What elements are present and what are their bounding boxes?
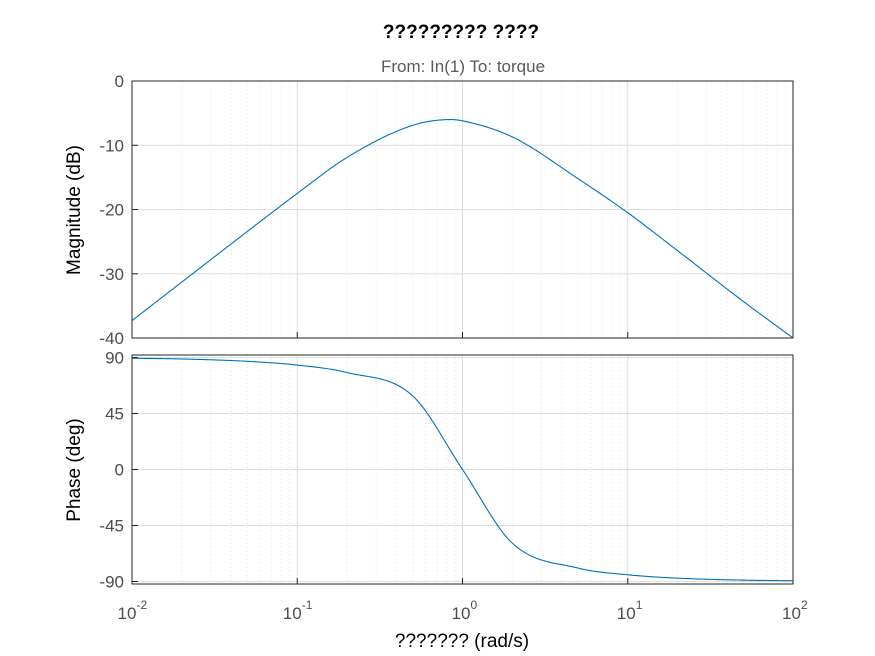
x-tick-label: 10 -2 xyxy=(118,598,148,623)
y-tick-label: -10 xyxy=(99,136,124,155)
phase-axes-frame xyxy=(131,354,794,585)
y-tick-label: 0 xyxy=(115,461,124,480)
x-tick-label: 10 2 xyxy=(782,598,808,623)
y-tick-label: 45 xyxy=(105,404,124,423)
x-tick-label: 10 -1 xyxy=(283,598,313,623)
y-tick-label: -45 xyxy=(99,517,124,536)
chart-title: ????????? ???? xyxy=(383,22,539,43)
x-tick-exponent: 0 xyxy=(471,598,478,612)
x-tick-labels: 10 -2 10 -1 10 0 10 1 10 2 xyxy=(118,598,809,623)
x-tick-label: 10 1 xyxy=(617,598,643,623)
x-tick-exponent: -1 xyxy=(302,598,313,612)
y-tick-label: -30 xyxy=(99,265,124,284)
x-tick-base: 10 xyxy=(118,604,137,623)
magnitude-y-label: Magnitude (dB) xyxy=(64,145,85,275)
phase-curve xyxy=(131,357,794,582)
x-tick-label: 10 0 xyxy=(452,598,478,623)
phase-y-label: Phase (deg) xyxy=(64,418,85,522)
x-tick-exponent: 2 xyxy=(801,598,808,612)
x-tick-base: 10 xyxy=(782,604,801,623)
y-tick-label: 0 xyxy=(115,72,124,91)
y-tick-label: -20 xyxy=(99,201,124,220)
x-tick-exponent: -2 xyxy=(137,598,148,612)
x-axis-label: ??????? (rad/s) xyxy=(395,631,529,652)
x-tick-base: 10 xyxy=(617,604,636,623)
chart-subtitle: From: In(1) To: torque xyxy=(381,57,545,76)
x-tick-base: 10 xyxy=(452,604,471,623)
y-tick-label: -40 xyxy=(99,329,124,348)
y-tick-label: 90 xyxy=(105,348,124,367)
magnitude-curve xyxy=(131,118,794,339)
y-tick-label: -90 xyxy=(99,573,124,592)
x-tick-base: 10 xyxy=(283,604,302,623)
x-tick-exponent: 1 xyxy=(636,598,643,612)
phase-panel: 90 45 0 -45 -90 Phase (deg) xyxy=(64,348,794,592)
magnitude-axes-frame xyxy=(131,80,794,339)
phase-y-ticks: 90 45 0 -45 -90 xyxy=(99,348,794,592)
magnitude-y-ticks: 0 -10 -20 -30 -40 xyxy=(99,72,794,348)
magnitude-panel: 0 -10 -20 -30 -40 Magnitude (dB) xyxy=(64,72,794,348)
